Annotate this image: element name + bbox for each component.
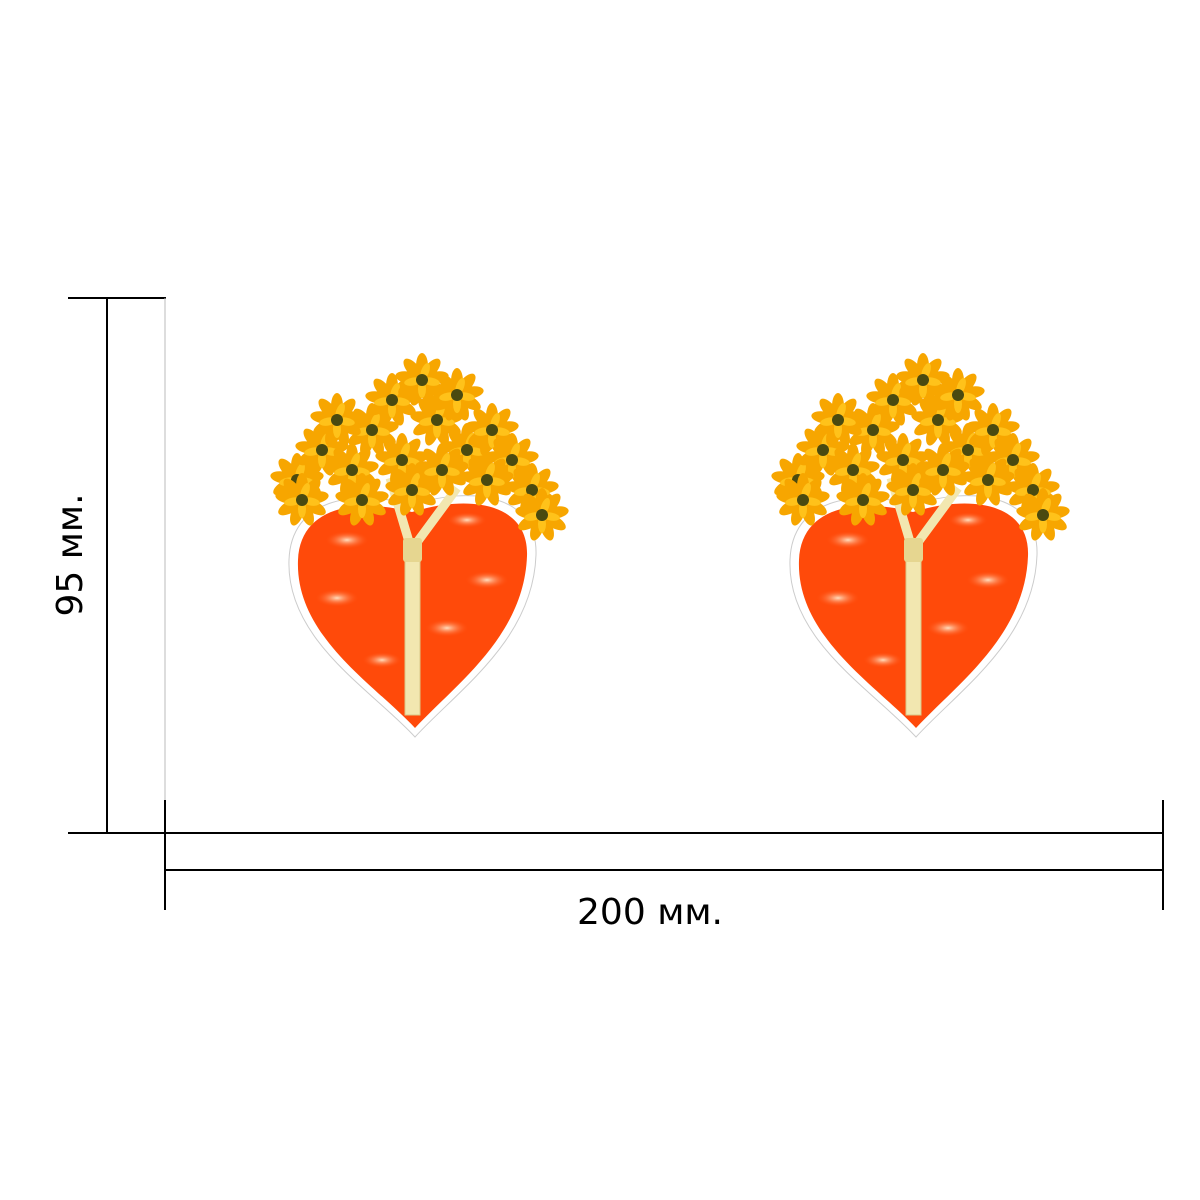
dimension-lines [68, 297, 1164, 910]
sticker-left [269, 353, 569, 737]
width-label: 200 мм. [577, 892, 723, 933]
sticker-right [770, 353, 1070, 737]
height-label: 95 мм. [50, 493, 91, 616]
